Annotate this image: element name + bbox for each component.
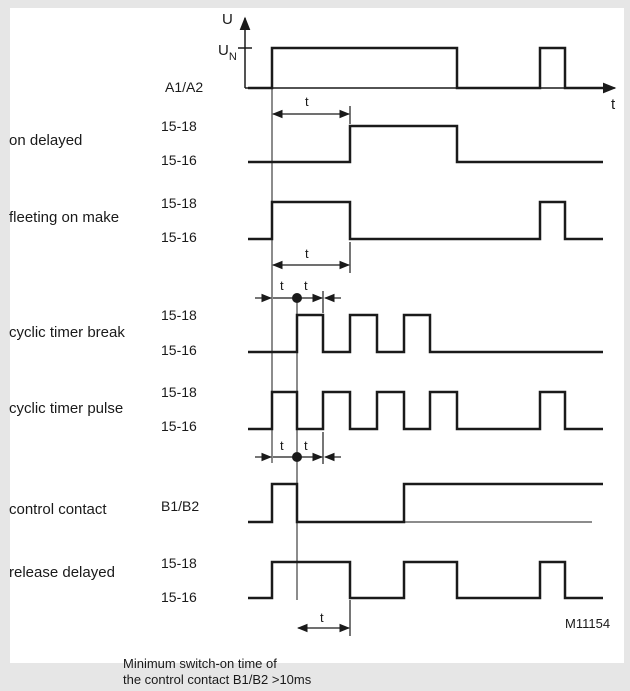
label-cyclic-pulse: cyclic timer pulse [9,400,123,417]
waveform-release-delayed [248,560,603,600]
waveform-control-contact [248,482,603,524]
waveform-cyclic-pulse [248,390,603,431]
signal-cyclic-pulse-top: 15-18 [161,384,197,400]
note-line-1: Minimum switch-on time of [123,656,277,671]
interval-label-6: t [304,438,308,453]
waveform-fleeting [248,200,603,241]
un-axis-label: UN [218,42,237,63]
label-cyclic-break: cyclic timer break [9,324,125,341]
signal-on-delayed-bottom: 15-16 [161,152,197,168]
signal-on-delayed-top: 15-18 [161,118,197,134]
voltage-axis [238,16,252,88]
t-axis-label: t [611,96,616,113]
signal-cyclic-break-bottom: 15-16 [161,342,197,358]
junction-dot-bottom [292,452,302,462]
label-control-contact: control contact [9,501,107,518]
label-fleeting: fleeting on make [9,209,119,226]
signal-control-contact: B1/B2 [161,498,199,514]
waveform-cyclic-break [248,313,603,354]
label-release-delayed: release delayed [9,564,115,581]
signal-a1a2: A1/A2 [165,79,203,95]
signal-cyclic-pulse-bottom: 15-16 [161,418,197,434]
junction-dot-top [292,293,302,303]
waveform-a1a2 [248,46,603,90]
interval-label-7: t [320,610,324,625]
signal-cyclic-break-top: 15-18 [161,307,197,323]
signal-release-bottom: 15-16 [161,589,197,605]
interval-label-3: t [280,278,284,293]
u-axis-label: U [222,11,233,28]
signal-release-top: 15-18 [161,555,197,571]
interval-label-4: t [304,278,308,293]
signal-fleeting-bottom: 15-16 [161,229,197,245]
interval-label-2: t [305,246,309,261]
waveform-on-delayed [248,124,603,164]
label-on-delayed: on delayed [9,132,82,149]
figure-id: M11154 [565,616,610,631]
signal-fleeting-top: 15-18 [161,195,197,211]
interval-label-1: t [305,94,309,109]
interval-label-5: t [280,438,284,453]
note-line-2: the control contact B1/B2 >10ms [123,672,312,687]
